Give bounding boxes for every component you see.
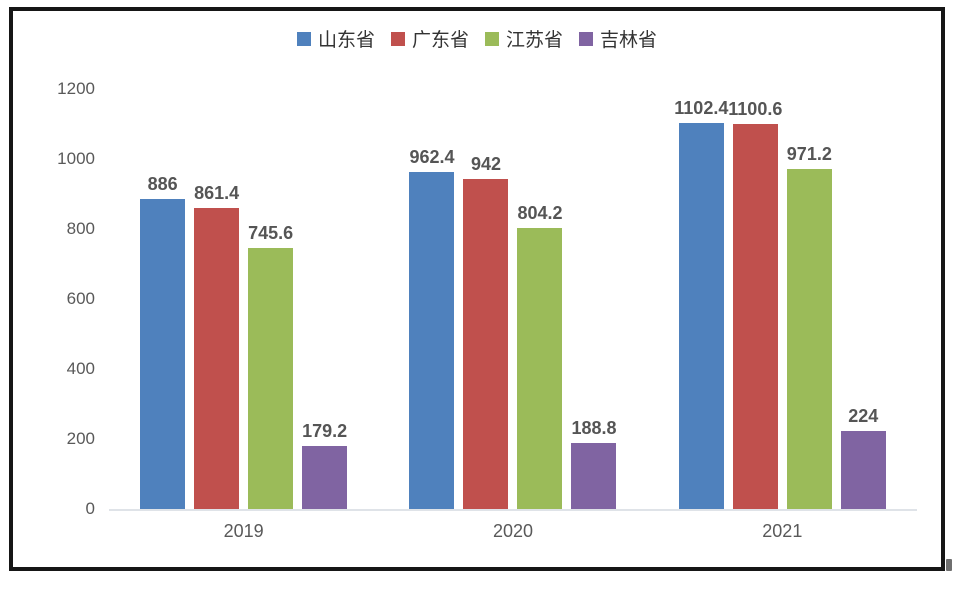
bar xyxy=(302,446,348,509)
data-label: 942 xyxy=(470,154,501,175)
legend-swatch-icon xyxy=(579,31,594,46)
y-tick-label: 400 xyxy=(66,359,95,378)
bar-column: 745.6 xyxy=(248,89,293,509)
y-tick-label: 200 xyxy=(66,429,95,448)
data-label: 886 xyxy=(147,173,178,194)
data-label: 971.2 xyxy=(786,144,832,165)
data-label: 1100.6 xyxy=(728,98,783,119)
bar xyxy=(463,179,509,509)
data-label: 179.2 xyxy=(302,421,348,442)
bar xyxy=(732,123,778,509)
legend-label: 山东省 xyxy=(317,30,375,51)
plot-area: 886 861.4 745.6 179.2 962.4 942 804.2 188.8 1102… xyxy=(109,89,917,511)
bar-column: 188.8 xyxy=(571,89,617,509)
y-tick-label: 800 xyxy=(66,219,95,238)
bar-column: 179.2 xyxy=(302,89,347,509)
data-label: 804.2 xyxy=(517,202,563,223)
bar-group: 886 861.4 745.6 179.2 xyxy=(140,89,347,509)
legend-item: 江苏省 xyxy=(485,25,563,52)
bar-column: 1102.4 xyxy=(674,89,728,509)
legend-label: 江苏省 xyxy=(506,30,564,51)
bar-column: 861.4 xyxy=(194,89,239,509)
x-tick-label: 2020 xyxy=(492,521,533,541)
x-axis: 2019 2020 2021 xyxy=(109,521,917,542)
chart-frame: 山东省 广东省 江苏省 吉林省 0 200 400 600 800 1000 1200 886 86… xyxy=(9,7,945,571)
bar xyxy=(678,123,724,509)
y-axis: 0 200 400 600 800 1000 1200 xyxy=(21,79,95,518)
legend-swatch-icon xyxy=(390,31,405,46)
data-label: 962.4 xyxy=(409,147,455,168)
data-label: 861.4 xyxy=(194,182,240,203)
stray-paragraph-mark xyxy=(946,559,952,571)
bar-column: 224 xyxy=(840,89,886,509)
bar xyxy=(194,207,240,509)
data-label: 224 xyxy=(848,405,879,426)
x-tick-label: 2021 xyxy=(762,521,803,541)
data-label: 188.8 xyxy=(571,417,617,438)
y-tick-label: 600 xyxy=(66,289,95,308)
y-tick-label: 0 xyxy=(85,499,95,518)
y-tick-label: 1000 xyxy=(57,149,95,168)
legend-swatch-icon xyxy=(296,31,311,46)
bar-column: 1100.6 xyxy=(728,89,782,509)
bar-column: 804.2 xyxy=(517,89,563,509)
bar xyxy=(248,248,294,509)
bar xyxy=(140,198,186,509)
legend-swatch-icon xyxy=(485,31,499,46)
bar-column: 962.4 xyxy=(409,89,455,509)
bar xyxy=(786,169,832,509)
x-tick-label: 2019 xyxy=(223,521,264,541)
legend-label: 吉林省 xyxy=(600,30,658,51)
bar xyxy=(840,430,886,509)
data-label: 745.6 xyxy=(248,223,294,244)
legend-item: 广东省 xyxy=(390,25,469,52)
bar xyxy=(517,227,563,509)
bar-column: 886 xyxy=(140,89,186,509)
legend: 山东省 广东省 江苏省 吉林省 xyxy=(13,25,941,52)
bar-column: 942 xyxy=(463,89,509,509)
bar-group: 962.4 942 804.2 188.8 xyxy=(409,89,617,509)
bar-column: 971.2 xyxy=(787,89,832,509)
y-tick-label: 1200 xyxy=(57,79,95,98)
legend-label: 广东省 xyxy=(411,30,469,51)
bar-group: 1102.4 1100.6 971.2 224 xyxy=(674,89,886,509)
bar xyxy=(571,442,617,509)
legend-item: 吉林省 xyxy=(579,25,657,52)
bar xyxy=(409,172,455,509)
legend-item: 山东省 xyxy=(296,25,375,52)
data-label: 1102.4 xyxy=(674,98,729,119)
